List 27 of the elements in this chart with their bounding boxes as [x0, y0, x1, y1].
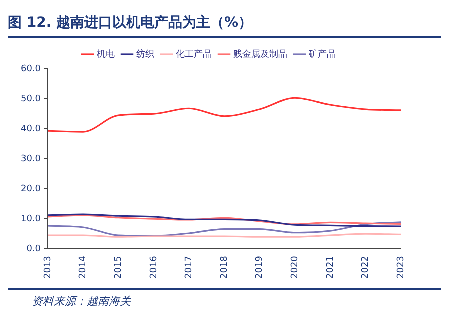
y-tick-label: 50.0	[20, 94, 42, 104]
x-tick-label: 2014	[78, 256, 89, 279]
y-tick-label: 60.0	[20, 64, 42, 74]
x-tick-label: 2016	[149, 256, 160, 279]
y-tick-label: 30.0	[20, 154, 42, 164]
legend-label: 贱金属及制品	[233, 48, 288, 60]
legend-label: 机电	[96, 48, 115, 60]
line-series	[47, 222, 402, 237]
legend-label: 纺织	[136, 48, 154, 60]
x-tick-label: 2022	[361, 256, 372, 279]
y-tick-label: 20.0	[20, 184, 42, 194]
x-tick-label: 2015	[114, 256, 124, 279]
x-tick-label: 2019	[255, 256, 266, 279]
y-tick-label: 40.0	[20, 124, 42, 134]
x-tick-label: 2023	[396, 256, 406, 279]
legend-label: 矿产品	[308, 48, 336, 60]
x-tick-label: 2020	[290, 256, 300, 279]
y-tick-label: 0.0	[26, 244, 42, 254]
x-tick-label: 2018	[220, 256, 230, 279]
y-tick-label: 10.0	[20, 214, 42, 224]
x-tick-label: 2021	[326, 256, 336, 279]
x-tick-label: 2013	[43, 256, 54, 279]
line-series	[47, 97, 402, 133]
text: 资料来源：越南海关	[31, 294, 132, 309]
x-tick-label: 2017	[184, 256, 195, 279]
chart-title: 图 12. 越南进口以机电产品为主（%）	[8, 8, 441, 38]
legend-label: 化工产品	[176, 48, 212, 60]
